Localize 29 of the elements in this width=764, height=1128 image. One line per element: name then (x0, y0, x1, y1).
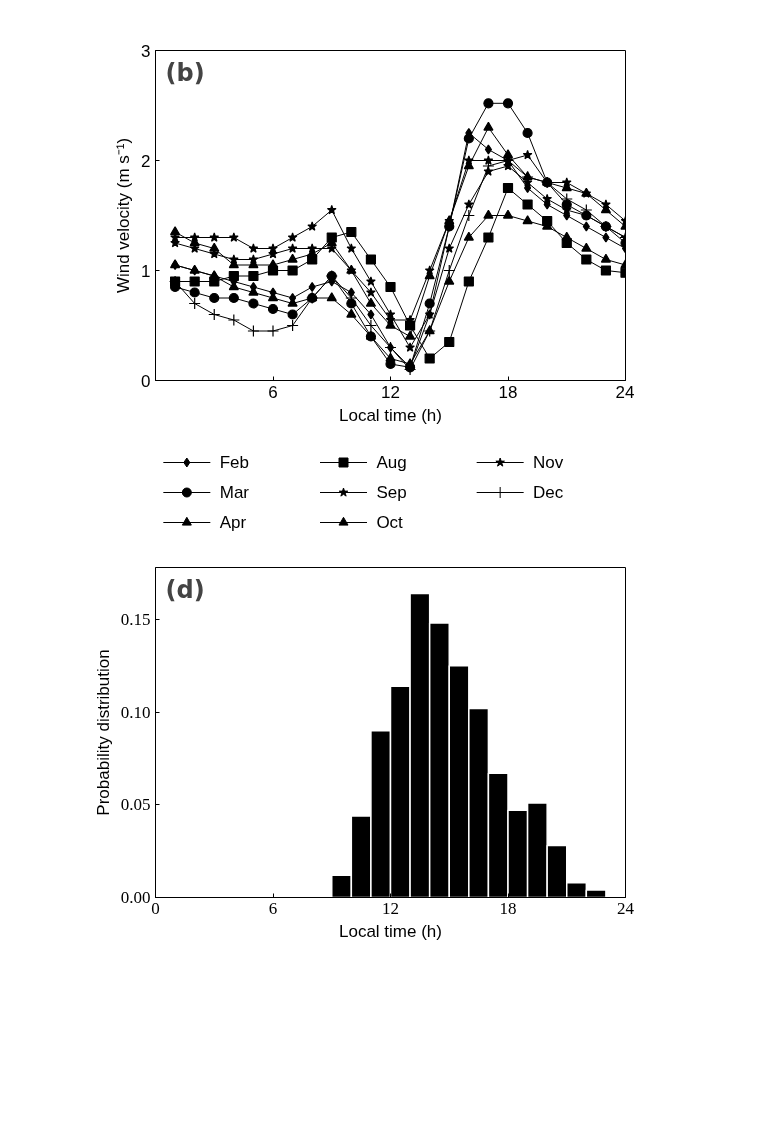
legend-label: Apr (219, 513, 247, 532)
x-axis-title: Local time (h) (339, 921, 442, 941)
y-tick-label: 2 (141, 151, 151, 171)
x-axis-title: Local time (h) (339, 405, 442, 425)
x-tick-label: 24 (615, 382, 635, 402)
legend-label: Nov (533, 453, 564, 472)
x-tick-label: 6 (268, 382, 278, 402)
x-tick-label: 18 (498, 382, 518, 402)
legend-label: Oct (376, 513, 404, 532)
x-tick-label: 6 (268, 898, 278, 918)
y-tick-label: 3 (141, 41, 151, 61)
y-axis-title: Wind velocity (m s⁻¹) (114, 137, 134, 294)
x-tick-label: 18 (499, 898, 517, 918)
y-tick-label: 0.10 (120, 702, 151, 722)
y-tick-label: 0.00 (120, 888, 151, 907)
y-tick-label: 0.05 (120, 795, 151, 815)
y-tick-label: 0.15 (120, 609, 151, 629)
x-tick-label: 12 (381, 382, 400, 402)
y-tick-label: 1 (141, 261, 151, 281)
legend-label: Mar (219, 483, 250, 502)
x-tick-label: 24 (617, 898, 635, 918)
annotation: (b) (165, 58, 205, 87)
legend-label: Feb (219, 453, 250, 472)
y-axis-title: Probability distribution (93, 649, 113, 816)
x-tick-label: 12 (382, 898, 399, 918)
legend-label: Sep (376, 483, 407, 502)
legend-label: Aug (376, 453, 407, 472)
annotation: (d) (165, 575, 205, 604)
legend-label: Dec (533, 483, 564, 502)
